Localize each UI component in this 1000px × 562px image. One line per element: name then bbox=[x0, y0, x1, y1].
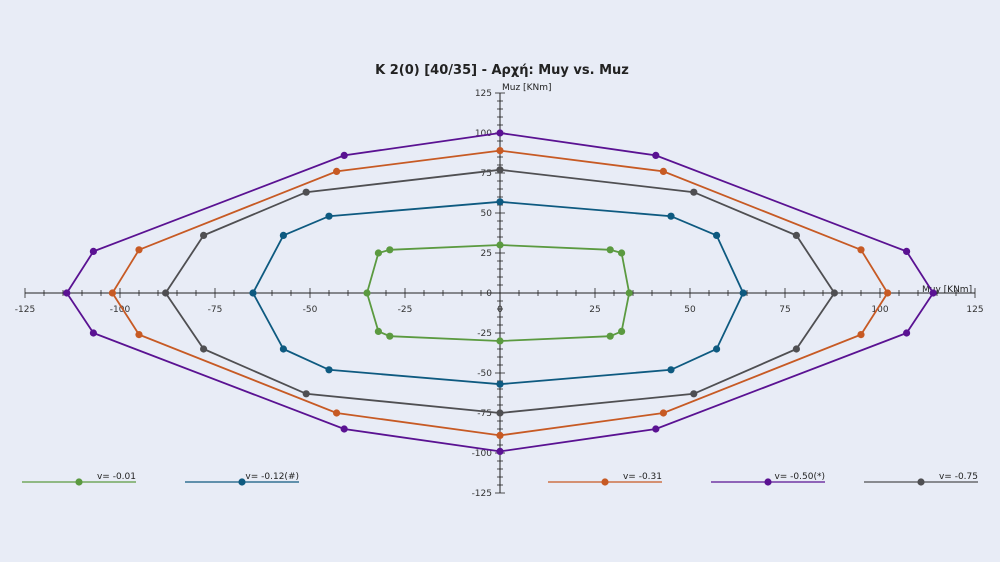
data-point bbox=[606, 332, 614, 340]
legend-label-1: v= -0.12(#) bbox=[245, 472, 299, 482]
data-point bbox=[135, 246, 143, 254]
legend-label-3: v= -0.50(*) bbox=[774, 472, 825, 482]
y-tick-label: 100 bbox=[475, 129, 492, 139]
data-point bbox=[857, 331, 865, 339]
data-point bbox=[739, 289, 747, 297]
data-point bbox=[884, 289, 892, 297]
data-point bbox=[667, 212, 675, 220]
series-group bbox=[63, 129, 937, 455]
legend-marker-1 bbox=[238, 478, 246, 486]
x-tick-label: -100 bbox=[110, 305, 131, 315]
x-tick-label: -75 bbox=[208, 305, 223, 315]
data-point bbox=[108, 289, 116, 297]
data-point bbox=[903, 247, 911, 255]
data-point bbox=[496, 198, 504, 206]
data-point bbox=[496, 409, 504, 417]
x-tick-label: 25 bbox=[589, 305, 600, 315]
data-point bbox=[302, 188, 310, 196]
data-point bbox=[386, 246, 394, 254]
data-point bbox=[374, 249, 382, 257]
x-tick-label: 100 bbox=[871, 305, 888, 315]
x-tick-label: 75 bbox=[779, 305, 790, 315]
data-point bbox=[713, 231, 721, 239]
data-point bbox=[659, 167, 668, 175]
data-point bbox=[606, 246, 614, 254]
y-tick-label: -100 bbox=[472, 449, 493, 459]
data-point bbox=[249, 289, 257, 297]
data-point bbox=[333, 409, 341, 417]
data-point bbox=[496, 129, 504, 137]
legend-marker-4 bbox=[917, 478, 925, 486]
y-axis-label: Muz [KNm] bbox=[502, 83, 551, 93]
y-tick-label: 75 bbox=[481, 169, 492, 179]
data-point bbox=[496, 431, 504, 439]
x-tick-label: 125 bbox=[966, 305, 983, 315]
x-axis-label: Muy [KNm] bbox=[922, 285, 972, 295]
legend-marker-0 bbox=[75, 478, 83, 486]
data-point bbox=[333, 167, 341, 175]
data-point bbox=[374, 327, 382, 335]
data-point bbox=[496, 147, 504, 155]
data-point bbox=[625, 289, 633, 297]
data-point bbox=[618, 327, 626, 335]
data-point bbox=[89, 329, 97, 337]
data-point bbox=[279, 345, 287, 353]
axes: -125 -100 -75 -50 -25 0 25 50 75 100 125 -125 -100 -7… bbox=[15, 89, 984, 499]
y-tick-label: -75 bbox=[477, 409, 492, 419]
x-tick-label: -125 bbox=[15, 305, 35, 315]
data-point bbox=[496, 337, 504, 345]
data-point bbox=[690, 390, 698, 398]
data-point bbox=[903, 329, 911, 337]
x-tick-label: -25 bbox=[398, 305, 413, 315]
legend-marker-3 bbox=[764, 478, 772, 486]
data-point bbox=[496, 447, 504, 455]
data-point bbox=[63, 289, 71, 297]
data-point bbox=[135, 331, 143, 339]
data-point bbox=[340, 151, 348, 159]
x-tick-label: 50 bbox=[684, 305, 696, 315]
x-tick-label: -50 bbox=[303, 305, 318, 315]
data-point bbox=[713, 345, 721, 353]
data-point bbox=[618, 249, 626, 257]
data-point bbox=[200, 345, 208, 353]
legend: v= -0.01 v= -0.12(#) v= -0.31 v= -0.50(*) v=… bbox=[22, 472, 978, 486]
data-point bbox=[690, 188, 698, 196]
y-tick-label: 125 bbox=[475, 89, 492, 99]
data-point bbox=[830, 289, 839, 297]
y-tick-label: -125 bbox=[472, 489, 492, 499]
data-point bbox=[496, 166, 504, 174]
data-point bbox=[857, 246, 865, 254]
data-point bbox=[496, 380, 504, 388]
data-point bbox=[325, 366, 333, 374]
y-tick-label: 0 bbox=[486, 289, 492, 299]
data-point bbox=[792, 231, 801, 239]
data-point bbox=[792, 345, 801, 353]
data-point bbox=[89, 247, 97, 255]
data-point bbox=[302, 390, 310, 398]
y-tick-label: -50 bbox=[477, 369, 492, 379]
legend-marker-2 bbox=[601, 478, 609, 486]
legend-label-0: v= -0.01 bbox=[97, 472, 136, 482]
legend-label-2: v= -0.31 bbox=[623, 472, 662, 482]
data-point bbox=[340, 425, 348, 433]
y-tick-label: 25 bbox=[481, 249, 492, 259]
data-point bbox=[667, 366, 675, 374]
data-point bbox=[659, 409, 668, 417]
data-point bbox=[279, 231, 287, 239]
chart-title: K 2(0) [40/35] - Αρχή: Muy vs. Muz bbox=[375, 63, 629, 78]
data-point bbox=[200, 231, 208, 239]
data-point bbox=[325, 212, 333, 220]
x-tick-label: 0 bbox=[497, 305, 503, 315]
data-point bbox=[162, 289, 170, 297]
data-point bbox=[496, 241, 504, 249]
y-tick-label: 50 bbox=[481, 209, 493, 219]
data-point bbox=[929, 289, 937, 297]
y-tick-label: -25 bbox=[477, 329, 492, 339]
data-point bbox=[652, 425, 660, 433]
data-point bbox=[386, 332, 394, 340]
data-point bbox=[652, 151, 660, 159]
legend-label-4: v= -0.75 bbox=[939, 472, 978, 482]
data-point bbox=[363, 289, 371, 297]
